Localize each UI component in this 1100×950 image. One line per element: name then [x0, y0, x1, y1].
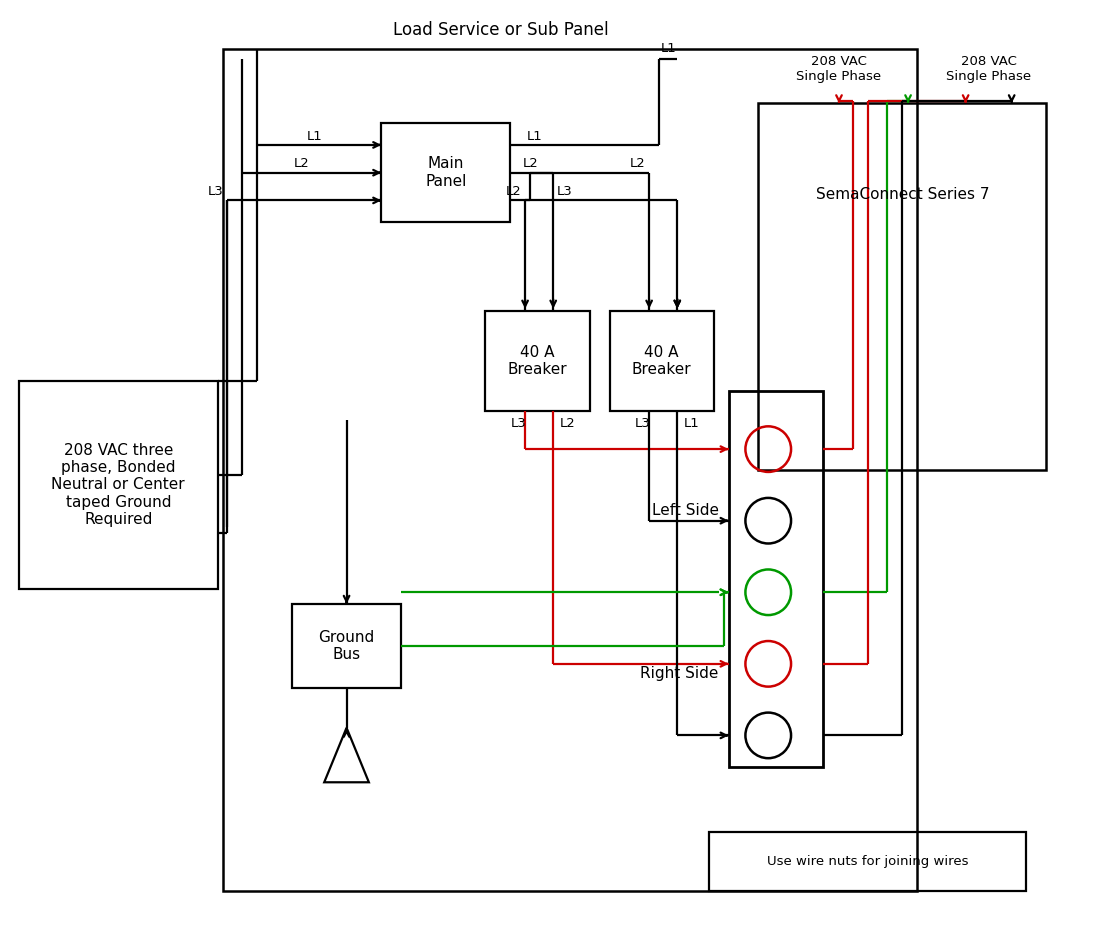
- Text: Right Side: Right Side: [640, 666, 718, 681]
- Text: 40 A
Breaker: 40 A Breaker: [631, 345, 692, 377]
- Text: L2: L2: [629, 158, 645, 170]
- Text: L2: L2: [294, 158, 310, 170]
- Text: L2: L2: [560, 417, 576, 430]
- Text: L3: L3: [510, 417, 526, 430]
- Text: 208 VAC three
phase, Bonded
Neutral or Center
taped Ground
Required: 208 VAC three phase, Bonded Neutral or C…: [52, 443, 185, 527]
- Bar: [728, 390, 823, 768]
- Text: L1: L1: [684, 417, 700, 430]
- Text: L1: L1: [527, 129, 543, 142]
- Text: 208 VAC
Single Phase: 208 VAC Single Phase: [796, 54, 881, 83]
- Bar: [758, 104, 1046, 470]
- Bar: [382, 124, 510, 222]
- Bar: [708, 832, 1026, 891]
- Text: L1: L1: [660, 42, 676, 55]
- Text: L3: L3: [635, 417, 650, 430]
- Bar: [292, 604, 402, 688]
- Text: Ground
Bus: Ground Bus: [318, 630, 375, 662]
- Text: SemaConnect Series 7: SemaConnect Series 7: [815, 187, 989, 202]
- Text: L2: L2: [522, 158, 538, 170]
- Text: L1: L1: [307, 129, 322, 142]
- Text: Use wire nuts for joining wires: Use wire nuts for joining wires: [767, 855, 968, 868]
- Bar: [19, 381, 218, 589]
- Text: Load Service or Sub Panel: Load Service or Sub Panel: [393, 21, 608, 39]
- Text: 40 A
Breaker: 40 A Breaker: [508, 345, 568, 377]
- Bar: [222, 48, 917, 891]
- Text: L2: L2: [505, 185, 521, 198]
- Text: Main
Panel: Main Panel: [425, 157, 466, 189]
- Bar: [485, 312, 590, 410]
- Text: L3: L3: [208, 185, 223, 198]
- Text: Left Side: Left Side: [651, 504, 718, 519]
- Bar: [609, 312, 714, 410]
- Text: 208 VAC
Single Phase: 208 VAC Single Phase: [946, 54, 1031, 83]
- Text: L3: L3: [557, 185, 573, 198]
